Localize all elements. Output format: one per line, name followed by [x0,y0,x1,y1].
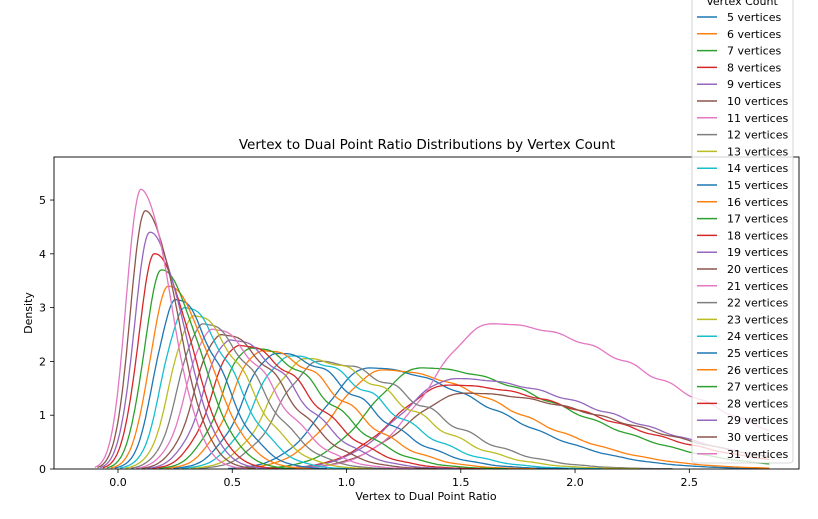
series-line [300,323,770,469]
legend-item-label: 11 vertices [727,112,788,125]
series-line [181,355,602,470]
series-line [125,315,372,470]
legend-item-label: 10 vertices [727,95,788,108]
y-tick-label: 1 [39,409,46,422]
chart-title: Vertex to Dual Point Ratio Distributions… [239,137,615,153]
legend-item-label: 25 vertices [727,347,788,360]
legend-item-label: 31 vertices [727,448,788,461]
series-line [258,367,770,470]
series-line [97,210,256,470]
series-line [198,360,673,470]
series-line [165,350,536,470]
x-tick-label: 1.0 [338,476,356,489]
series-line [94,188,245,470]
x-axis-label: Vertex to Dual Point Ratio [355,490,496,503]
legend-item-label: 22 vertices [727,297,788,310]
legend-item-label: 5 vertices [727,11,781,24]
series-line [130,323,393,470]
legend-item-label: 15 vertices [727,179,788,192]
y-tick-label: 3 [39,302,46,315]
series-line [106,269,295,470]
x-axis: 0.0 0.5 1.0 1.5 2.0 2.5 [109,469,698,489]
legend-item-label: 21 vertices [727,280,788,293]
legend-item-label: 16 vertices [727,196,788,209]
x-tick-label: 0.5 [224,476,242,489]
y-tick-label: 0 [39,463,46,476]
legend-item-label: 8 vertices [727,61,781,74]
legend-item-label: 9 vertices [727,78,781,91]
legend-item-label: 19 vertices [727,246,788,259]
legend-item-label: 23 vertices [727,313,788,326]
y-tick-label: 4 [39,248,46,261]
x-tick-label: 0.0 [109,476,127,489]
series-line [102,253,278,470]
legend: Vertex Count 5 vertices 6 vertices 7 verti… [691,0,794,464]
series-lines [94,188,770,470]
series-line [141,333,437,470]
legend-item-label: 7 vertices [727,45,781,58]
plot-area [53,156,800,470]
series-line [110,285,311,470]
series-line [114,298,328,470]
legend-item-label: 13 vertices [727,145,788,158]
series-line [136,328,415,470]
legend-item-label: 28 vertices [727,397,788,410]
y-tick-label: 2 [39,355,46,368]
legend-item-label: 6 vertices [727,28,781,41]
legend-item-label: 30 vertices [727,431,788,444]
series-line [120,307,349,470]
legend-item-label: 24 vertices [727,330,788,343]
series-line [190,357,640,470]
x-tick-label: 2.5 [681,476,699,489]
y-axis-label: Density [22,292,35,334]
legend-item-label: 26 vertices [727,364,788,377]
series-line [278,377,770,470]
y-axis: 0 1 2 3 4 5 [39,194,54,476]
series-line [158,347,509,470]
series-line [99,231,267,470]
legend-item-label: 14 vertices [727,162,788,175]
legend-item-label: 29 vertices [727,414,788,427]
legend-item-label: 27 vertices [727,381,788,394]
series-line [236,369,770,470]
legend-box [691,0,794,464]
series-line [173,352,569,470]
legend-item-label: 18 vertices [727,229,788,242]
legend-item-label: 17 vertices [727,213,788,226]
series-line [152,344,481,470]
y-tick-label: 5 [39,194,46,207]
legend-item-label: 20 vertices [727,263,788,276]
x-tick-label: 1.5 [452,476,470,489]
legend-title: Vertex Count [706,0,778,8]
legend-item-label: 12 vertices [727,129,788,142]
x-tick-label: 2.0 [566,476,584,489]
